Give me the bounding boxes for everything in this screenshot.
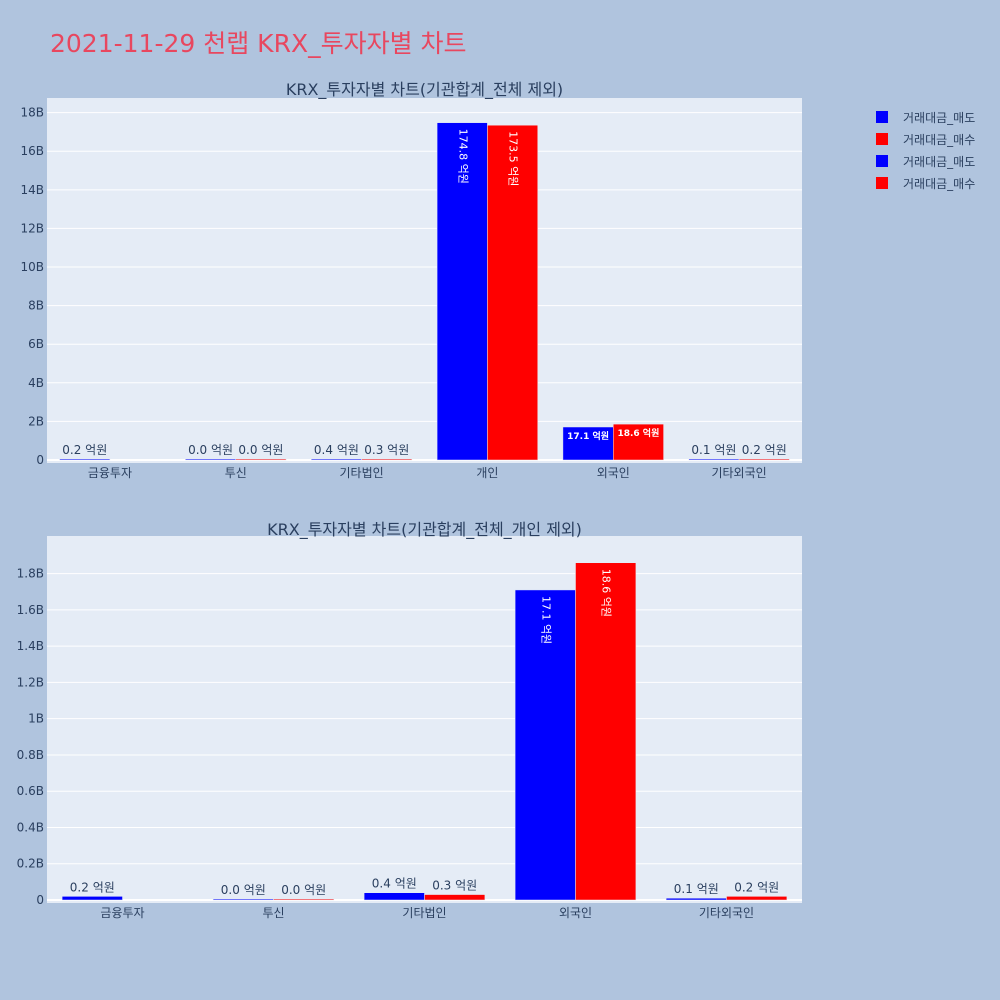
y-tick-label: 14B bbox=[20, 183, 44, 197]
y-tick-label: 12B bbox=[20, 221, 44, 235]
legend[interactable]: 거래대금_매도 거래대금_매수 거래대금_매도 거래대금_매수 bbox=[876, 106, 975, 194]
bar-data-label: 173.5 억원 bbox=[507, 131, 520, 186]
y-tick-label: 0.2B bbox=[17, 857, 44, 871]
bar-sell[interactable] bbox=[363, 892, 425, 901]
x-tick-label: 금융투자 bbox=[88, 466, 132, 480]
bar-buy[interactable] bbox=[726, 896, 788, 901]
bar-buy[interactable] bbox=[235, 458, 287, 461]
bar-sell[interactable] bbox=[311, 458, 362, 461]
x-tick-label: 투신 bbox=[262, 906, 284, 920]
bar-sell[interactable] bbox=[688, 458, 740, 461]
y-tick-label: 2B bbox=[28, 414, 44, 428]
y-tick-label: 8B bbox=[28, 299, 44, 313]
plot-area bbox=[47, 536, 802, 903]
bar-data-label: 0.2 억원 bbox=[742, 443, 787, 457]
bar-data-label: 17.1 억원 bbox=[567, 430, 609, 442]
bar-sell[interactable] bbox=[185, 458, 237, 461]
bar-data-label: 0.4 억원 bbox=[372, 877, 417, 891]
bar-sell[interactable] bbox=[61, 896, 123, 901]
x-tick-label: 투신 bbox=[225, 466, 247, 480]
y-tick-label: 18B bbox=[20, 106, 44, 120]
legend-swatch bbox=[876, 111, 888, 123]
x-tick-label: 기타법인 bbox=[402, 906, 446, 920]
y-tick-label: 1B bbox=[28, 712, 44, 726]
legend-item-buy-2[interactable]: 거래대금_매수 bbox=[876, 172, 975, 194]
bar-data-label: 0.0 억원 bbox=[221, 883, 266, 897]
x-tick-label: 외국인 bbox=[559, 906, 592, 920]
plot-area bbox=[47, 98, 802, 463]
bar-data-label: 174.8 억원 bbox=[456, 129, 469, 184]
y-tick-label: 6B bbox=[28, 337, 44, 351]
bar-sell[interactable] bbox=[59, 458, 111, 461]
bar-data-label: 0.2 억원 bbox=[70, 880, 115, 894]
legend-swatch bbox=[876, 133, 888, 145]
bar-sell[interactable] bbox=[665, 897, 727, 901]
y-tick-label: 0.8B bbox=[17, 748, 44, 762]
y-tick-label: 0 bbox=[36, 453, 44, 467]
legend-label: 거래대금_매도 bbox=[903, 154, 976, 169]
bar-data-label: 0.3 억원 bbox=[364, 443, 409, 457]
legend-item-sell-2[interactable]: 거래대금_매도 bbox=[876, 150, 975, 172]
y-tick-label: 1.4B bbox=[17, 639, 44, 653]
x-tick-label: 기타법인 bbox=[339, 466, 383, 480]
legend-swatch bbox=[876, 177, 888, 189]
bar-sell[interactable] bbox=[514, 589, 576, 901]
chart-title: KRX_투자자별 차트(기관합계_전체 제외) bbox=[286, 80, 563, 100]
bar-sell[interactable] bbox=[212, 898, 274, 901]
y-tick-label: 1.6B bbox=[17, 603, 44, 617]
bar-data-label: 0.4 억원 bbox=[314, 443, 359, 457]
legend-label: 거래대금_매도 bbox=[903, 110, 976, 125]
legend-label: 거래대금_매수 bbox=[903, 176, 976, 191]
x-tick-label: 개인 bbox=[476, 466, 498, 480]
bar-buy[interactable] bbox=[613, 423, 664, 461]
x-tick-label: 기타외국인 bbox=[711, 466, 766, 480]
bar-data-label: 0.1 억원 bbox=[674, 882, 719, 896]
bar-data-label: 0.0 억원 bbox=[188, 443, 233, 457]
bar-buy[interactable] bbox=[273, 898, 335, 901]
x-tick-label: 금융투자 bbox=[100, 906, 144, 920]
bar-data-label: 0.1 억원 bbox=[691, 443, 736, 457]
y-tick-label: 0.4B bbox=[17, 820, 44, 834]
chart-title: KRX_투자자별 차트(기관합계_전체_개인 제외) bbox=[267, 520, 582, 540]
y-tick-label: 1.2B bbox=[17, 675, 44, 689]
bar-sell[interactable] bbox=[562, 426, 614, 461]
y-tick-label: 4B bbox=[28, 376, 44, 390]
y-tick-label: 0.6B bbox=[17, 784, 44, 798]
bar-data-label: 0.0 억원 bbox=[238, 443, 283, 457]
legend-label: 거래대금_매수 bbox=[903, 132, 976, 147]
x-tick-label: 기타외국인 bbox=[699, 906, 754, 920]
y-tick-label: 10B bbox=[20, 260, 44, 274]
y-tick-label: 1.8B bbox=[17, 567, 44, 581]
bar-buy[interactable] bbox=[487, 124, 538, 461]
y-tick-label: 0 bbox=[36, 893, 44, 907]
legend-item-sell-1[interactable]: 거래대금_매도 bbox=[876, 106, 975, 128]
bar-buy[interactable] bbox=[738, 458, 790, 461]
bar-data-label: 18.6 억원 bbox=[617, 427, 659, 439]
bar-buy[interactable] bbox=[575, 562, 637, 901]
bar-data-label: 18.6 억원 bbox=[600, 569, 613, 617]
bar-data-label: 0.2 억원 bbox=[62, 443, 107, 457]
bar-sell[interactable] bbox=[436, 122, 488, 461]
bar-buy[interactable] bbox=[361, 458, 413, 461]
legend-swatch bbox=[876, 155, 888, 167]
legend-item-buy-1[interactable]: 거래대금_매수 bbox=[876, 128, 975, 150]
y-tick-label: 16B bbox=[20, 144, 44, 158]
bar-data-label: 17.1 억원 bbox=[539, 596, 552, 644]
page-title: 2021-11-29 천랩 KRX_투자자별 차트 bbox=[50, 29, 467, 58]
bar-data-label: 0.2 억원 bbox=[734, 880, 779, 894]
bar-data-label: 0.0 억원 bbox=[281, 883, 326, 897]
bar-buy[interactable] bbox=[424, 894, 486, 901]
x-tick-label: 외국인 bbox=[597, 466, 630, 480]
bar-data-label: 0.3 억원 bbox=[432, 879, 477, 893]
